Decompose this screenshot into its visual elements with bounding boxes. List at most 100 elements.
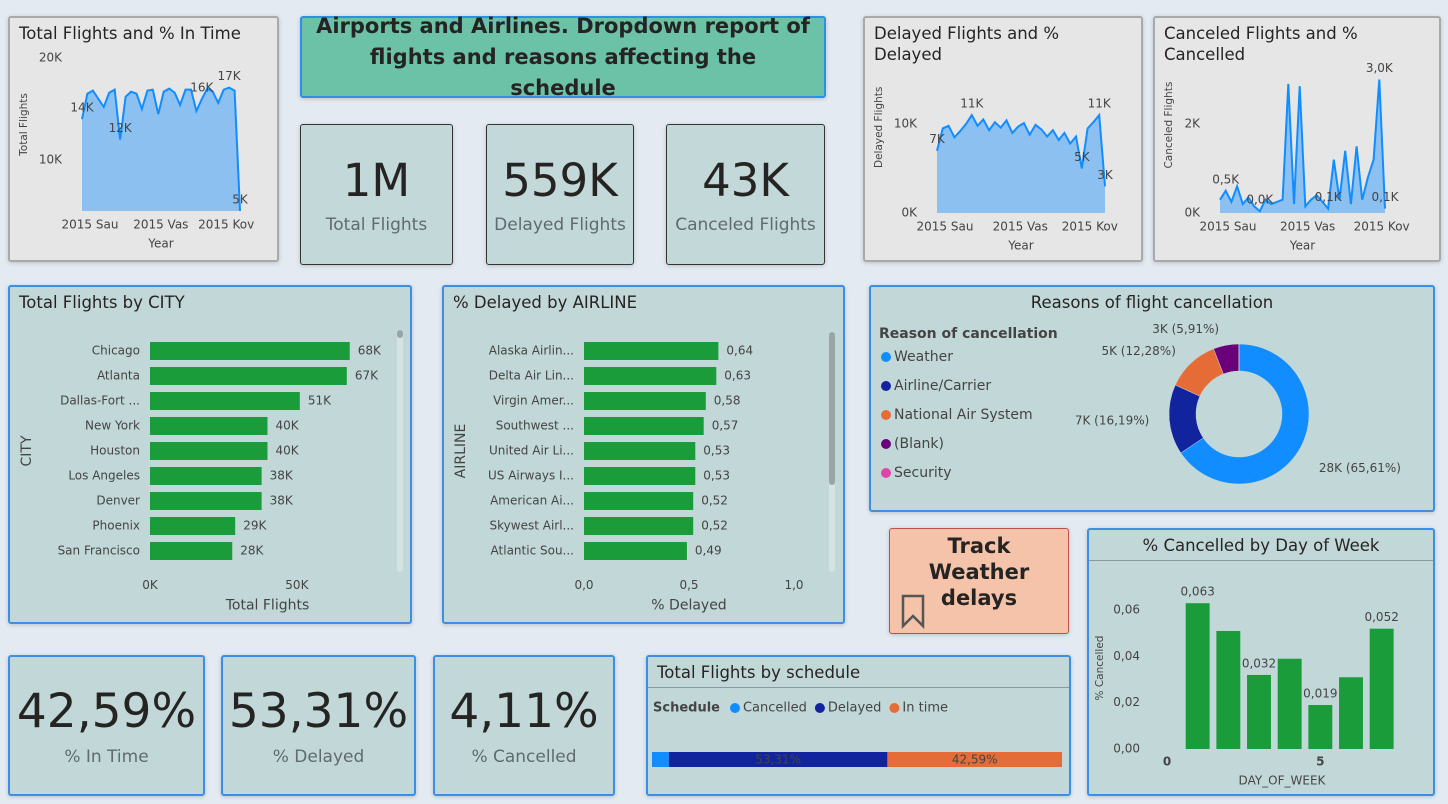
y-axis-label: % Cancelled: [1094, 636, 1106, 701]
y-tick-label: 0,02: [1113, 695, 1140, 709]
kpi-label: % Delayed: [272, 747, 365, 767]
legend-marker: [889, 703, 900, 713]
y-tick-label: 0,06: [1113, 603, 1140, 617]
bar: [150, 467, 262, 485]
x-tick-label: 2015 Kov: [1062, 220, 1118, 234]
legend-label: Cancelled: [743, 701, 807, 716]
y-tick-label: 20K: [39, 51, 63, 65]
data-label: 67K: [355, 369, 379, 383]
data-label: 5K: [232, 193, 249, 207]
data-label: 16K: [190, 80, 214, 94]
bar: [584, 467, 696, 485]
y-tick-label: 0K: [1184, 206, 1201, 220]
chart-title: Delayed Flights and % Delayed: [874, 24, 1060, 64]
kpi-card: 559K Delayed Flights: [486, 124, 634, 265]
chart-panel: Total Flights by schedule: [646, 655, 1071, 796]
bar: [1247, 674, 1271, 749]
chart-title: % Delayed by AIRLINE: [453, 293, 638, 312]
legend-marker: [814, 703, 825, 713]
data-label: 29K: [243, 519, 267, 533]
chart-title: Total Flights and % In Time: [19, 24, 241, 43]
data-label: 5K (12,28%): [1101, 344, 1175, 358]
data-label: 28K: [240, 544, 264, 558]
category-label: US Airways I...: [488, 469, 574, 483]
chart-panel: % Cancelled by Day of Week: [1087, 528, 1435, 796]
button-label: Track Weather delays: [928, 534, 1030, 610]
category-label: Virgin Amer...: [493, 394, 574, 408]
bookmark-button[interactable]: Track Weather delays: [889, 528, 1069, 634]
category-label: Alaska Airlin...: [489, 344, 574, 358]
area: [937, 115, 1105, 213]
bar: [1185, 603, 1210, 749]
data-label: 0,52: [701, 494, 728, 508]
x-tick-label: 50K: [285, 578, 309, 592]
x-tick-label: 2015 Sau: [1200, 220, 1257, 234]
bar-segment: [652, 752, 669, 767]
bar: [584, 542, 687, 560]
bar: [150, 342, 350, 360]
data-label: 0,063: [1180, 585, 1214, 599]
x-axis-label: Year: [147, 237, 173, 251]
legend-marker: [729, 703, 740, 713]
category-label: Atlanta: [97, 369, 140, 383]
donut-slice: [1180, 343, 1310, 485]
bar: [1216, 630, 1241, 749]
y-axis-label: Delayed Flights: [873, 87, 885, 168]
data-label: 68K: [358, 344, 382, 358]
data-label: 38K: [270, 494, 294, 508]
data-label: 3K: [1097, 168, 1114, 182]
bar: [584, 517, 694, 535]
data-label: 0,64: [726, 344, 753, 358]
data-label: 12K: [109, 121, 133, 135]
scrollbar-thumb: [397, 330, 403, 338]
x-tick-label: 2015 Sau: [62, 218, 119, 232]
data-label: 53,31%: [755, 753, 801, 767]
kpi-card: 53,31% % Delayed: [221, 655, 416, 796]
bar: [584, 417, 704, 435]
bar: [1277, 658, 1302, 749]
area: [82, 87, 240, 211]
data-label: 5K: [1074, 150, 1091, 164]
legend-marker: [881, 468, 891, 478]
kpi-value: 42,59%: [16, 684, 197, 739]
bar: [150, 367, 347, 385]
category-label: New York: [85, 419, 140, 433]
bar: [1369, 628, 1394, 749]
data-label: 0,52: [701, 519, 728, 533]
kpi-label: Canceled Flights: [675, 215, 816, 235]
x-axis-label: Year: [1289, 239, 1315, 253]
x-tick-label: 0: [1163, 755, 1171, 769]
data-label: 42,59%: [952, 753, 998, 767]
x-tick-label: 0,5: [679, 578, 698, 592]
legend-label: Weather: [894, 349, 953, 365]
bar: [584, 342, 719, 360]
data-label: 0,63: [724, 369, 751, 383]
x-tick-label: 0,0: [574, 578, 593, 592]
kpi-value: 53,31%: [228, 684, 409, 739]
data-label: 7K (16,19%): [1075, 413, 1149, 427]
data-label: 0,052: [1364, 610, 1398, 624]
data-label: 28K (65,61%): [1319, 461, 1401, 475]
category-label: Southwest ...: [496, 419, 574, 433]
kpi-value: 43K: [702, 154, 789, 207]
category-label: Delta Air Lin...: [489, 369, 574, 383]
bar: [584, 392, 706, 410]
legend-label: National Air System: [894, 407, 1033, 423]
category-label: Los Angeles: [68, 469, 140, 483]
data-label: 0,1K: [1372, 190, 1400, 204]
category-label: Skywest Airl...: [490, 519, 574, 533]
legend-label: (Blank): [894, 436, 944, 452]
chart-title: Total Flights by schedule: [648, 657, 1069, 688]
kpi-card: 4,11% % Cancelled: [433, 655, 615, 796]
x-tick-label: 2015 Vas: [1280, 220, 1335, 234]
category-label: San Francisco: [58, 544, 140, 558]
data-label: 0,49: [695, 544, 722, 558]
scrollbar-track: [397, 330, 403, 572]
kpi-value: 1M: [342, 154, 411, 207]
bar: [150, 417, 268, 435]
title-box: Airports and Airlines. Dropdown report o…: [300, 14, 826, 100]
bar: [150, 542, 233, 560]
bar: [150, 442, 268, 460]
x-axis-label: Total Flights: [225, 598, 310, 614]
legend-marker: [881, 381, 891, 391]
